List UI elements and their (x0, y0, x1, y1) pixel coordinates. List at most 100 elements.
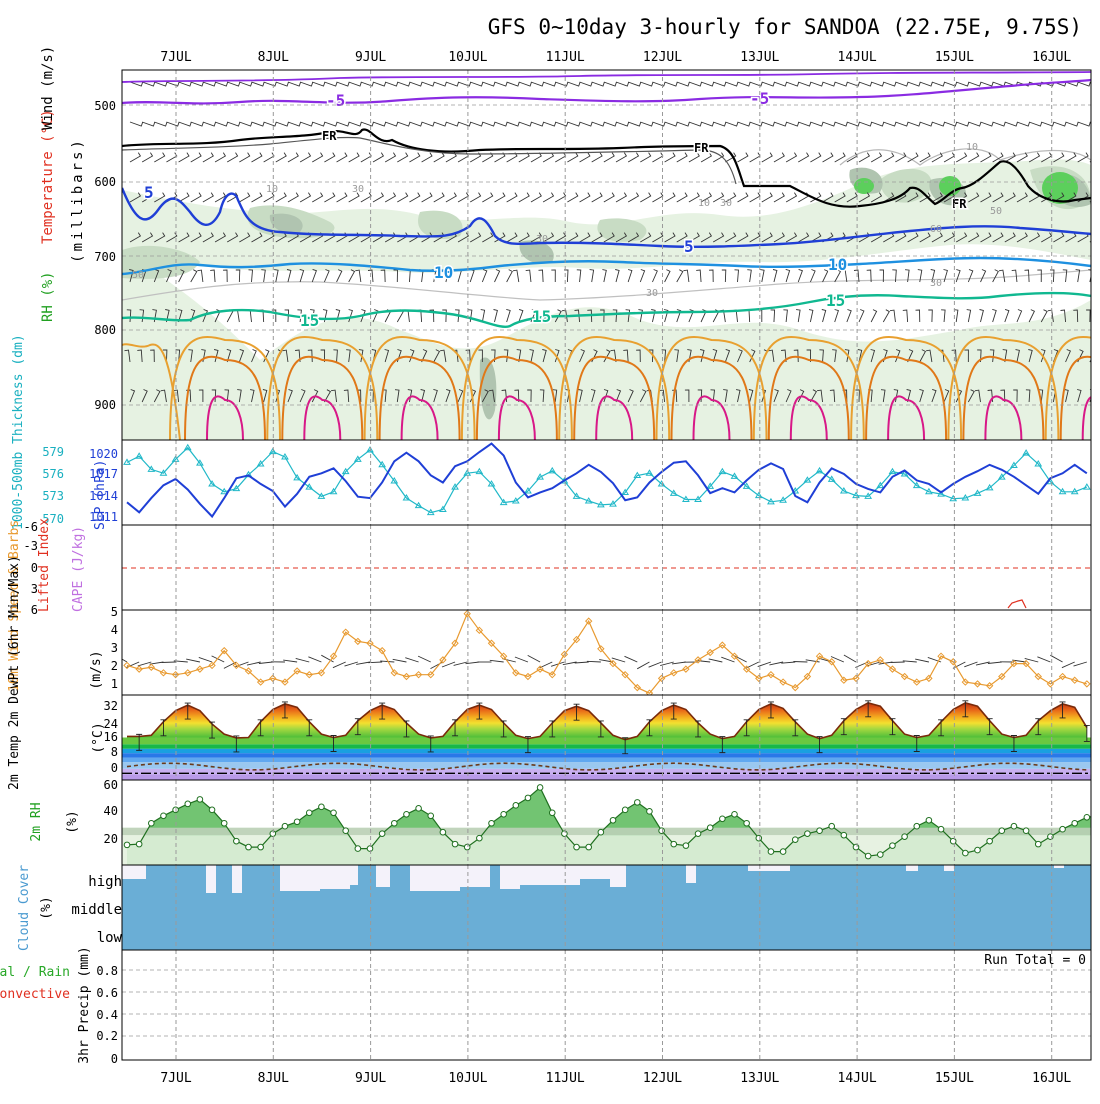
rh-marker (756, 835, 762, 841)
ylabel-precip: 3hr Precip (mm) (77, 946, 92, 1063)
date-label-top: 9JUL (355, 50, 386, 65)
surface-wind-barb (988, 662, 1002, 664)
surface-wind-barb (831, 657, 844, 663)
rh-marker (586, 844, 592, 850)
rh-marker (841, 832, 847, 838)
surface-wind-barb (672, 662, 686, 664)
temp-tick-label: 0 (111, 761, 118, 775)
surface-wind-barb (186, 659, 200, 662)
rh-marker (477, 835, 483, 841)
surface-wind-barb (296, 658, 310, 662)
rh-marker (975, 847, 981, 853)
rh-marker (416, 806, 422, 812)
rh-marker (938, 826, 944, 832)
cloud-gap (410, 865, 460, 891)
rh-marker (367, 846, 373, 852)
rh-marker (306, 810, 312, 816)
surface-wind-barb (138, 662, 152, 666)
rh-marker (209, 807, 215, 813)
temp-band (122, 762, 1091, 769)
surface-wind-barb (515, 657, 528, 662)
thickness-tick-label: 573 (42, 489, 64, 503)
date-label-bottom: 11JUL (546, 1071, 585, 1086)
surface-wind-barb (283, 660, 297, 662)
surface-wind-barb (454, 662, 468, 665)
rh-marker (865, 853, 871, 859)
ylabel-lifted-index: Lifted Index (37, 518, 52, 612)
rh-marker (914, 823, 920, 829)
cloud-gap (376, 865, 390, 887)
date-label-bottom: 8JUL (258, 1071, 289, 1086)
date-label-top: 15JUL (935, 50, 974, 65)
wind-tick-label: 1 (111, 677, 118, 691)
temp-band (122, 758, 1091, 762)
surface-wind-barb (308, 657, 321, 662)
contour-label: -5 (326, 91, 345, 110)
rh-marker (829, 823, 835, 829)
rh-marker (136, 841, 142, 847)
ylabel-cape: CAPE (J/kg) (71, 526, 86, 612)
rh-marker (987, 838, 993, 844)
frame-precip (122, 950, 1091, 1060)
cloud-gap (122, 865, 146, 879)
rh2m-panel (122, 785, 1100, 865)
contour-label: 30 (720, 198, 732, 209)
date-label-top: 12JUL (643, 50, 682, 65)
cloud-gap (520, 865, 580, 885)
rh-marker (1072, 820, 1078, 826)
pressure-tick-label: 700 (94, 250, 116, 264)
chart-title: GFS 0~10day 3-hourly for SANDOA (22.75E,… (488, 15, 1082, 39)
rh-marker (537, 785, 543, 791)
rh-marker (258, 844, 264, 850)
precip-tick-label: 0.8 (96, 964, 118, 978)
rh-marker (598, 829, 604, 835)
rh-marker (574, 844, 580, 850)
rh-marker (562, 831, 568, 837)
surface-wind-barb (734, 656, 746, 662)
cloud-gap (342, 865, 358, 885)
date-label-bottom: 10JUL (448, 1071, 487, 1086)
cloud-gap (686, 865, 696, 883)
cloud-level-label: low (97, 930, 123, 946)
precip-tick-label: 0 (111, 1052, 118, 1066)
ylabel-wind: Wind (m/s) (40, 46, 56, 130)
temp-band (122, 738, 1091, 745)
rh-marker (124, 842, 130, 848)
contour-label: 30 (536, 234, 548, 245)
rh-marker (622, 807, 628, 813)
date-label-bottom: 7JUL (160, 1071, 191, 1086)
date-label-top: 11JUL (546, 50, 585, 65)
surface-wind-barb (903, 661, 917, 662)
surface-wind-barb (442, 662, 455, 667)
pressure-tick-label: 600 (94, 175, 116, 189)
rh-marker (501, 811, 507, 817)
rh-marker (610, 817, 616, 823)
cloud-gap (770, 865, 790, 871)
rh-tick-label: 20 (104, 832, 118, 846)
surface-wind-barb (259, 662, 273, 664)
rh-marker (343, 828, 349, 834)
rh-marker (817, 828, 823, 834)
ylabel-precip-total: Total / Rain (0, 965, 70, 980)
frame-wind (122, 610, 1091, 695)
thickness-line (127, 448, 1087, 513)
surface-wind-barb (625, 656, 638, 662)
contour-label: 50 (132, 270, 144, 281)
rh-marker (792, 837, 798, 843)
rh-tick-label: 60 (104, 778, 118, 792)
surface-wind-barb (649, 662, 662, 667)
rh-marker (647, 809, 653, 815)
cape-tick-label: -3 (24, 539, 38, 553)
rh-marker (221, 820, 227, 826)
contour-label: 10 (828, 255, 847, 274)
contour-label: 15 (532, 307, 551, 326)
rh-tick-label: 40 (104, 804, 118, 818)
surface-wind-barb (976, 662, 990, 665)
cloud-level-label: high (88, 874, 122, 890)
temp-tick-label: 32 (104, 699, 118, 713)
slp-line (127, 444, 1087, 517)
surface-wind-barb (709, 659, 723, 662)
rh-marker (902, 834, 908, 840)
lifted-index-spike (1008, 600, 1026, 608)
